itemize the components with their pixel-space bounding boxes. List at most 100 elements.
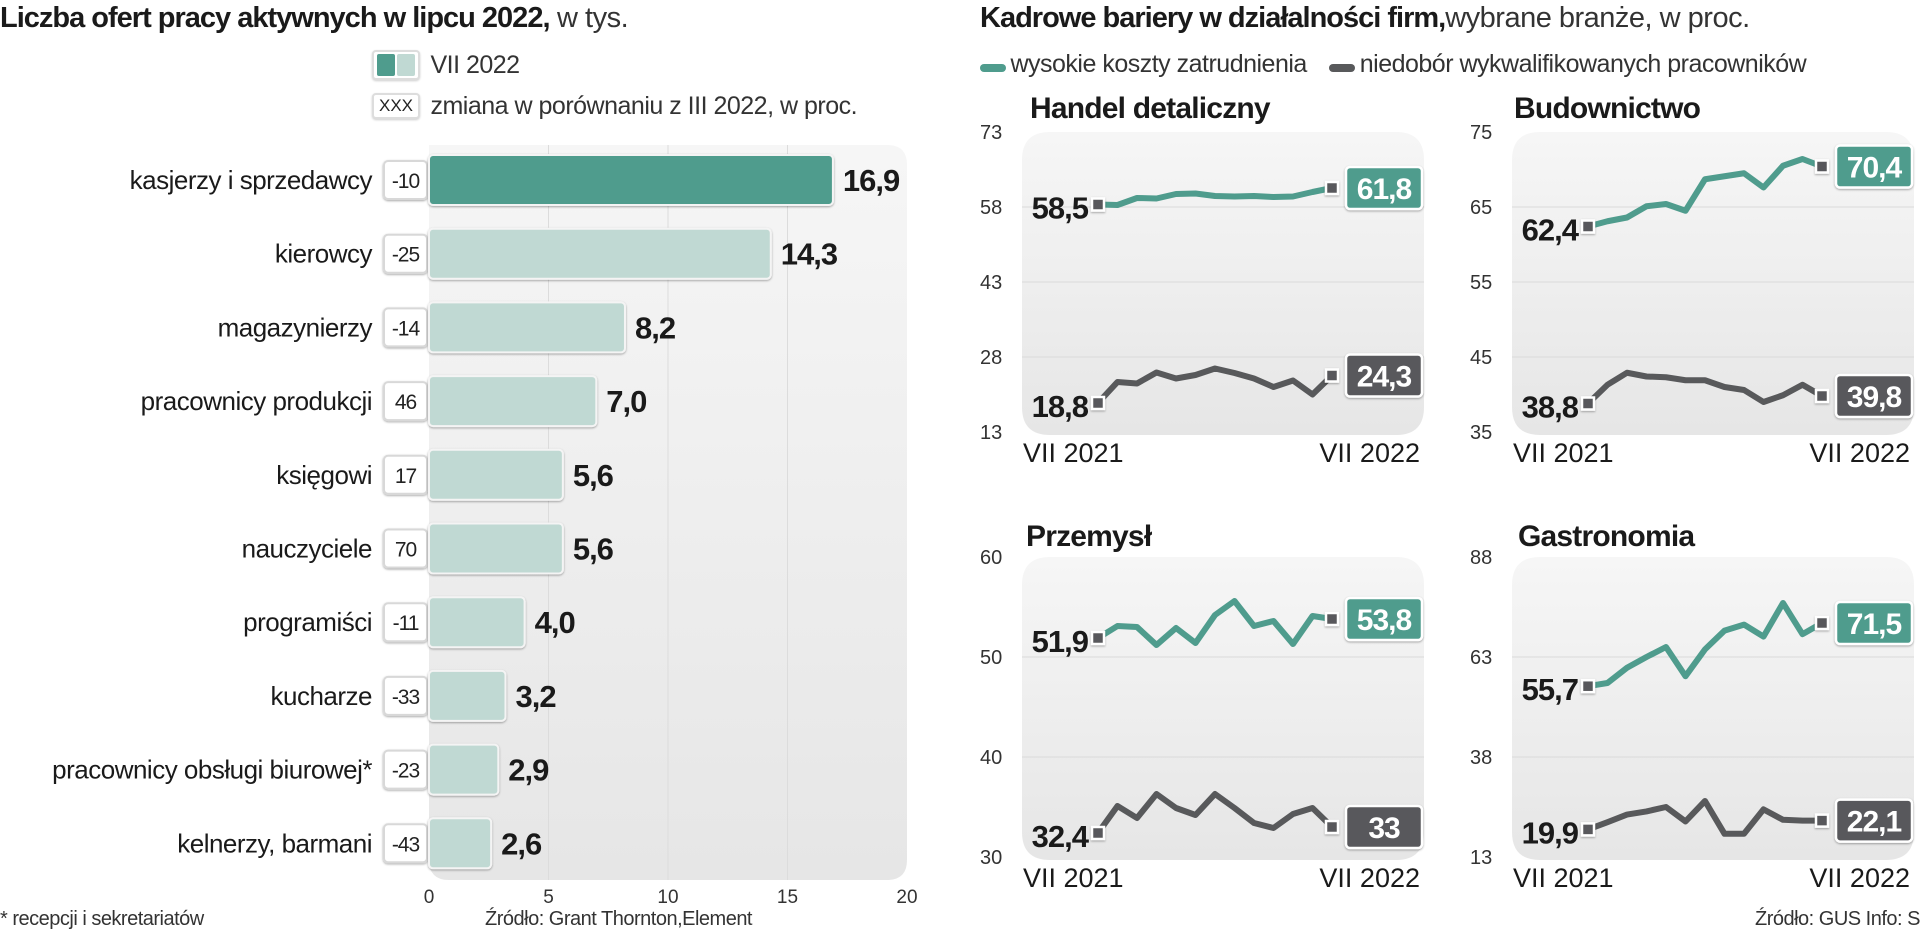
category-label: nauczyciele xyxy=(242,534,372,564)
line-chart-gastronomia: 88 63 38 13 VII 2021 VII 2022 55,7 71,5 19,9 22,1 xyxy=(1470,547,1914,893)
x-start-label: VII 2021 xyxy=(1513,438,1614,468)
bar-chart: 0 5 10 15 20 kasjerzy i sprzedawcy -10 16,9 kier… xyxy=(52,145,918,908)
bar xyxy=(428,522,564,575)
start-value-label: 18,8 xyxy=(1032,389,1089,424)
end-value-box xyxy=(1344,804,1424,850)
end-marker xyxy=(1814,159,1830,174)
x-end-label: VII 2022 xyxy=(1809,438,1910,468)
start-value-label: 38,8 xyxy=(1522,390,1579,425)
change-value: -11 xyxy=(393,612,419,635)
bar xyxy=(428,669,507,722)
plot-background xyxy=(1512,132,1914,435)
end-marker xyxy=(1324,819,1340,835)
end-value-box xyxy=(1834,144,1914,189)
start-marker xyxy=(1090,825,1106,841)
x-end-label: VII 2022 xyxy=(1319,863,1420,893)
x-tick-label: 10 xyxy=(657,887,678,908)
start-value-label: 62,4 xyxy=(1522,213,1580,248)
line-legend: wysokie koszty zatrudnienia niedobór wyk… xyxy=(980,50,1807,79)
start-marker xyxy=(1580,396,1596,411)
value-label: 2,9 xyxy=(508,753,549,788)
series-line-costs xyxy=(1095,598,1335,648)
end-value-box xyxy=(1344,596,1424,642)
bar xyxy=(428,375,598,428)
value-label: 5,6 xyxy=(573,458,614,493)
start-marker xyxy=(1090,395,1106,411)
x-tick-label: 0 xyxy=(424,887,435,908)
value-label: 5,6 xyxy=(573,532,614,567)
legend-label-costs: wysokie koszty zatrudnienia xyxy=(1010,50,1307,78)
change-box xyxy=(383,749,428,790)
series-line-shortage xyxy=(1585,369,1825,407)
end-marker xyxy=(1324,180,1340,196)
series-line-shortage xyxy=(1585,798,1825,837)
bar-chart-footnote: * recepcji i sekretariatów xyxy=(0,908,204,930)
value-label: 14,3 xyxy=(781,237,838,272)
start-value-label: 55,7 xyxy=(1522,672,1578,707)
series-line-shortage xyxy=(1095,365,1335,406)
y-tick-label: 28 xyxy=(980,347,1002,369)
bar-legend-change: XXX zmiana w porównaniu z III 2022, w pr… xyxy=(372,92,858,121)
bar xyxy=(428,448,564,501)
start-marker xyxy=(1090,197,1106,212)
line-chart-handel: 73 58 43 28 13 VII 2021 VII 2022 58,5 61,8 18,8 24… xyxy=(980,122,1424,468)
change-value: -25 xyxy=(392,244,420,267)
end-value-box xyxy=(1344,353,1424,398)
series-line-costs xyxy=(1585,600,1825,690)
change-box xyxy=(383,454,428,495)
plot-background xyxy=(1022,557,1424,860)
line-chart-budownictwo: 75 65 55 45 35 VII 2021 VII 2022 62,4 70,4 38,8 39… xyxy=(1470,122,1914,468)
y-tick-label: 88 xyxy=(1470,547,1492,569)
end-value-label: 53,8 xyxy=(1357,604,1412,637)
line-charts-title-bold: Kadrowe bariery w działalności firm, xyxy=(980,2,1446,34)
bar xyxy=(428,154,834,206)
x-start-label: VII 2021 xyxy=(1023,438,1124,468)
value-label: 8,2 xyxy=(635,310,675,345)
value-label: 4,0 xyxy=(535,605,575,640)
bar xyxy=(428,596,526,649)
change-box xyxy=(383,160,428,200)
y-tick-label: 63 xyxy=(1470,647,1492,669)
y-tick-label: 50 xyxy=(980,647,1002,669)
value-label: 2,6 xyxy=(501,826,542,861)
y-tick-label: 43 xyxy=(980,272,1002,294)
change-value: -23 xyxy=(392,760,420,783)
bar xyxy=(428,301,626,354)
change-box xyxy=(383,307,428,348)
legend-swatch-costs xyxy=(980,63,1006,72)
start-value-label: 19,9 xyxy=(1522,815,1579,850)
y-tick-label: 75 xyxy=(1470,122,1492,144)
y-tick-label: 30 xyxy=(980,847,1002,869)
y-tick-label: 55 xyxy=(1470,272,1492,294)
legend-item-shortage: niedobór wykwalifikowanych pracowników xyxy=(1329,50,1807,78)
change-value: -33 xyxy=(392,686,420,709)
start-marker xyxy=(1090,630,1106,646)
bar-chart-title: Liczba ofert pracy aktywnych w lipcu 202… xyxy=(0,2,629,35)
end-marker xyxy=(1814,615,1830,631)
bar-chart-source: Źródło: Grant Thornton,Element xyxy=(485,908,753,930)
legend-swatch-change-box: XXX xyxy=(372,92,421,119)
line-chart-przemysl: 60 50 40 30 VII 2021 VII 2022 51,9 53,8 32,4 33 xyxy=(980,547,1424,893)
change-value: -14 xyxy=(392,317,421,340)
x-start-label: VII 2021 xyxy=(1513,863,1614,893)
end-marker xyxy=(1814,388,1830,404)
line-charts-title: Kadrowe bariery w działalności firm,wybr… xyxy=(980,2,1750,35)
line-charts-title-unit: wybrane branże, w proc. xyxy=(1445,2,1750,34)
panel-title-budownictwo: Budownictwo xyxy=(1514,92,1701,125)
end-value-box xyxy=(1834,798,1914,843)
end-value-label: 71,5 xyxy=(1847,608,1902,641)
bar xyxy=(428,817,493,870)
start-marker xyxy=(1580,219,1596,234)
value-label: 16,9 xyxy=(843,163,900,198)
end-value-label: 24,3 xyxy=(1357,361,1412,394)
panel-title-handel: Handel detaliczny xyxy=(1030,92,1271,125)
y-tick-label: 13 xyxy=(1470,847,1492,869)
legend-label-period: VII 2022 xyxy=(430,50,520,79)
change-box xyxy=(383,381,428,422)
bar-chart-title-unit: w tys. xyxy=(549,2,629,34)
x-tick-label: 5 xyxy=(543,887,554,908)
end-value-box xyxy=(1344,165,1424,211)
bar xyxy=(428,743,500,796)
category-label: kucharze xyxy=(271,681,373,711)
legend-swatch-bars xyxy=(372,50,420,80)
